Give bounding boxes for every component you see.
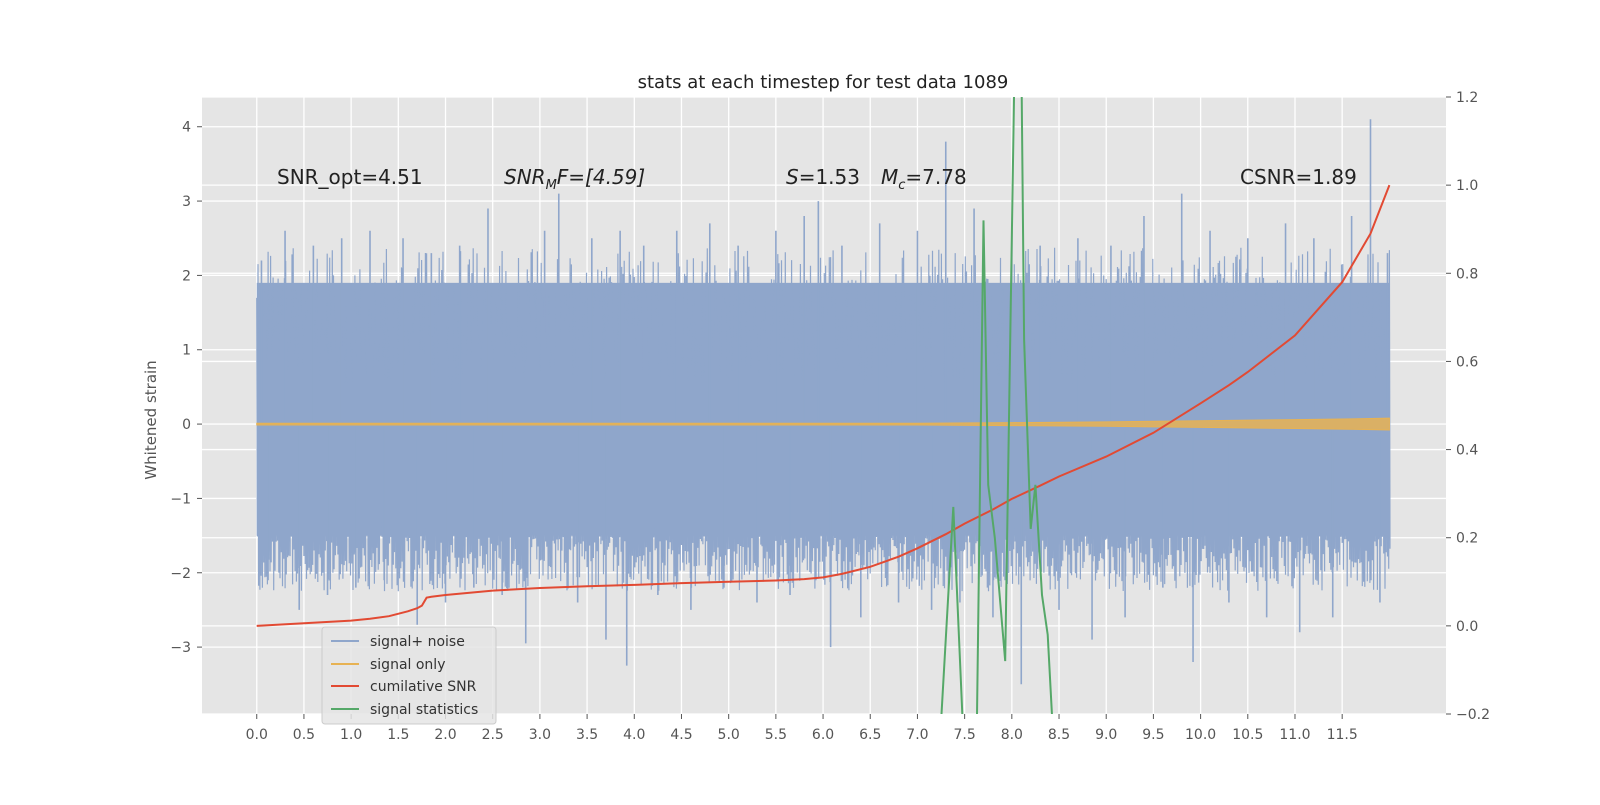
signal-only-trace <box>256 417 1390 431</box>
x-tick-label: 10.5 <box>1232 727 1263 743</box>
legend-label: signal statistics <box>370 702 478 718</box>
annotations: SNR_opt=4.51 SNRMF=[4.59] S=1.53 Mc=7.78… <box>277 165 1357 193</box>
legend-item-signal-noise: signal+ noise <box>331 634 465 650</box>
x-tick-label: 8.0 <box>1001 727 1023 743</box>
x-tick-label: 1.5 <box>387 727 409 743</box>
legend-label: cumilative SNR <box>370 679 477 695</box>
legend-item-cumulative-snr: cumilative SNR <box>331 679 477 695</box>
x-tick-label: 9.0 <box>1095 727 1117 743</box>
series-layer <box>256 97 1391 714</box>
x-tick-label: 2.0 <box>434 727 456 743</box>
legend-box <box>321 626 497 725</box>
annotation-mc-sub: c <box>898 178 905 193</box>
annotation-s-value: =1.53 <box>799 165 860 189</box>
x-tick-label: 4.5 <box>670 727 692 743</box>
y-right-tick-label: 0.8 <box>1456 266 1478 282</box>
y-right-tick-label: 1.2 <box>1456 90 1478 106</box>
x-tick-label: 1.0 <box>340 727 362 743</box>
x-tick-label: 11.0 <box>1279 727 1310 743</box>
series-signal-statistics <box>940 97 1053 714</box>
x-tick-label: 10.0 <box>1185 727 1216 743</box>
x-tick-label: 2.5 <box>482 727 504 743</box>
y-tick-label: 0 <box>182 417 191 433</box>
y-right-tick-label: 0.2 <box>1456 531 1478 547</box>
x-tick-label: 6.0 <box>812 727 834 743</box>
x-tick-label: 3.5 <box>576 727 598 743</box>
x-tick-label: 5.0 <box>718 727 740 743</box>
annotation-snr-mf-sub: M <box>546 178 557 193</box>
y-tick-label: −2 <box>170 566 191 582</box>
annotation-snr-mf-base: SNR <box>504 165 546 189</box>
y-right-tick-label: 0.6 <box>1456 354 1478 370</box>
y-right-tick-label: 0.0 <box>1456 619 1478 635</box>
y-right-tick-label: −0.2 <box>1456 707 1490 723</box>
x-tick-label: 0.0 <box>246 727 268 743</box>
x-tick-label: 11.5 <box>1327 727 1358 743</box>
y-right-tick-label: 1.0 <box>1456 178 1478 194</box>
y-tick-label: −3 <box>170 640 191 656</box>
x-tick-label: 9.5 <box>1142 727 1164 743</box>
y-right-tick-label: 0.4 <box>1456 443 1478 459</box>
y-tick-label: 3 <box>182 194 191 210</box>
annotation-mc-value: =7.78 <box>905 165 966 189</box>
ticks: 0.0 0.5 1.0 1.5 2.0 2.5 3.0 3.5 4.0 4.5 5.0 5.5 6.0 6… <box>170 90 1490 743</box>
series-cumulative-snr <box>256 184 1391 627</box>
x-tick-label: 7.0 <box>906 727 928 743</box>
y-tick-label: −1 <box>170 491 191 507</box>
legend-label: signal only <box>370 657 445 673</box>
y-tick-label: 2 <box>182 268 191 284</box>
y-tick-label: 4 <box>182 120 191 136</box>
x-tick-label: 5.5 <box>765 727 787 743</box>
noise-trace <box>256 247 1391 592</box>
annotation-snr-mf: SNRMF=[4.59] <box>504 165 645 193</box>
series-signal-noise <box>256 119 1391 685</box>
chart-title: stats at each timestep for test data 108… <box>638 72 1009 93</box>
annotation-csnr: CSNR=1.89 <box>1240 165 1357 189</box>
x-tick-label: 6.5 <box>859 727 881 743</box>
series-signal-only <box>256 417 1390 431</box>
x-tick-label: 0.5 <box>293 727 315 743</box>
annotation-snr-opt: SNR_opt=4.51 <box>277 165 423 189</box>
legend-label: signal+ noise <box>370 634 465 650</box>
annotation-mc: Mc=7.78 <box>881 165 967 193</box>
annotation-mc-var: M <box>881 165 898 189</box>
annotation-s-var: S <box>786 165 799 189</box>
legend-item-signal-statistics: signal statistics <box>331 702 478 718</box>
legend-item-signal-only: signal only <box>331 657 445 673</box>
annotation-snr-mf-tail: F=[4.59] <box>557 165 645 189</box>
x-tick-label: 7.5 <box>954 727 976 743</box>
y-tick-label: 1 <box>182 343 191 359</box>
legend: signal+ noise signal only cumilative SNR… <box>321 626 497 725</box>
x-tick-label: 4.0 <box>623 727 645 743</box>
x-tick-label: 3.0 <box>529 727 551 743</box>
annotation-s: S=1.53 <box>786 165 860 189</box>
y-axis-label: Whitened strain <box>142 360 160 479</box>
x-tick-label: 8.5 <box>1048 727 1070 743</box>
